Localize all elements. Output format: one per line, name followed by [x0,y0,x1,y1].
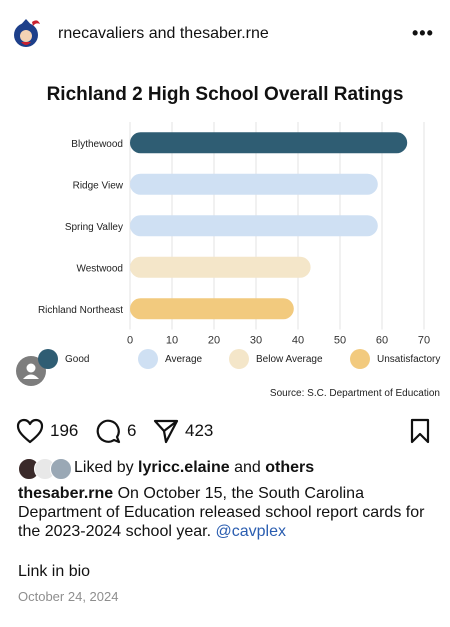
legend-swatch [350,349,370,369]
category-label: Westwood [76,263,123,274]
save-button[interactable] [409,418,431,444]
author-avatar[interactable] [9,16,43,50]
liker-avatar [50,458,72,480]
category-label: Blythewood [71,139,123,150]
x-tick-label: 50 [334,335,346,347]
legend-label: Good [65,354,90,365]
bar [130,173,378,195]
liked-by-text: Liked by lyricc.elaine and others [74,459,314,477]
bookmark-icon [410,418,430,444]
post-actions: 196 6 423 [0,410,450,454]
more-options-icon[interactable]: ••• [412,23,434,43]
x-tick-label: 40 [292,335,304,347]
like-count[interactable]: 196 [50,421,79,440]
bar [130,298,294,320]
comment-count: 6 [127,421,137,440]
x-tick-label: 30 [250,335,262,347]
share-count: 423 [185,421,214,440]
like-button[interactable]: 196 [16,418,78,444]
comment-icon [96,419,121,444]
link-in-bio: Link in bio [18,563,91,580]
heart-icon [16,418,44,444]
post-caption: thesaber.rne On October 15, the South Ca… [18,484,433,541]
send-icon [153,419,179,444]
liked-by-prefix: Liked by [74,459,139,476]
liked-by-others[interactable]: others [265,459,315,476]
legend-label: Average [165,354,203,365]
legend-swatch [229,349,249,369]
category-label: Spring Valley [65,222,123,233]
chart-title: Richland 2 High School Overall Ratings [46,84,404,105]
share-button[interactable]: 423 [153,418,213,444]
bar-chart: 0 10 20 30 40 50 60 70 Blythewood Ridge View Sprin… [38,122,430,347]
post-authors[interactable]: rnecavaliers and thesaber.rne [58,25,269,42]
legend-label: Below Average [256,354,323,365]
comment-button[interactable]: 6 [95,418,136,444]
chart-card: Richland 2 High School Overall Ratings 0… [0,66,450,410]
category-label: Ridge View [73,180,124,191]
x-tick-label: 0 [127,335,133,347]
legend-swatch [38,349,58,369]
post-header: rnecavaliers and thesaber.rne ••• [0,0,450,66]
post-date: October 24, 2024 [18,589,119,604]
caption-text: On October 15, the South Carolina Depart… [18,485,425,540]
x-tick-label: 20 [208,335,220,347]
cavalier-logo-icon [9,16,43,50]
caption-username[interactable]: thesaber.rne [18,485,114,502]
liked-by-user[interactable]: lyricc.elaine [138,459,230,476]
bar [130,215,378,237]
user-icon [23,363,39,379]
caption-mention[interactable]: @cavplex [215,523,286,540]
x-tick-label: 60 [376,335,388,347]
liker-avatars[interactable] [18,458,72,480]
category-label: Richland Northeast [38,305,123,316]
x-tick-label: 70 [418,335,430,347]
legend-label: Unsatisfactory [377,354,441,365]
legend-swatch [138,349,158,369]
bar [130,132,408,154]
bar [130,256,311,278]
liked-by-middle: and [229,459,266,476]
x-tick-label: 10 [166,335,178,347]
chart-source: Source: S.C. Department of Education [269,388,440,399]
